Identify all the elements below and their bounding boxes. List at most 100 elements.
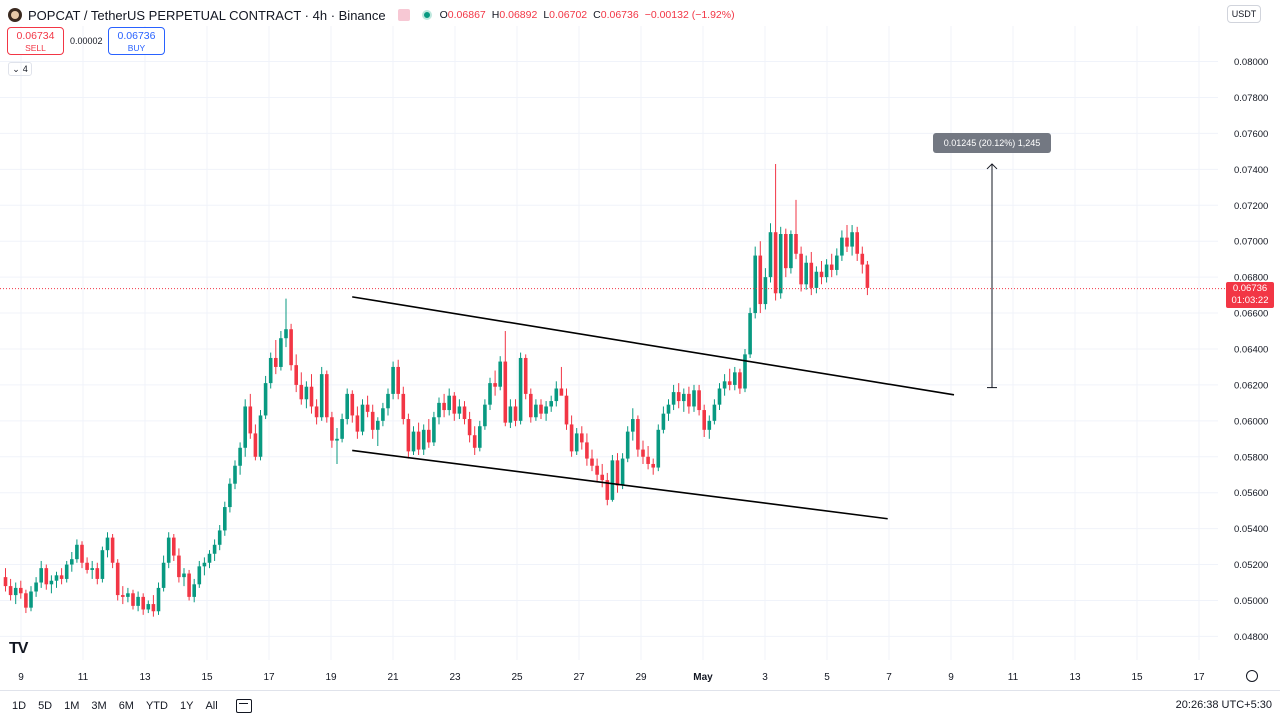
range-1m[interactable]: 1M xyxy=(64,699,80,712)
range-1y[interactable]: 1Y xyxy=(179,699,194,712)
ohlc-legend: O0.06867 H0.06892 L0.06702 C0.06736 −0.0… xyxy=(440,9,735,21)
buy-button[interactable]: 0.06736 BUY xyxy=(108,27,165,55)
candle-body xyxy=(110,537,115,563)
candle-body xyxy=(671,392,676,405)
candle-body xyxy=(712,404,717,421)
candle-body xyxy=(355,415,360,432)
low-label: L xyxy=(543,9,550,21)
candle-body xyxy=(90,568,94,570)
candle-body xyxy=(207,553,212,563)
candle-body xyxy=(804,262,808,285)
candle-body xyxy=(80,544,84,563)
price-axis-label: 0.05400 xyxy=(1234,524,1268,535)
candle-body xyxy=(427,429,431,443)
candle-body xyxy=(24,593,28,608)
candle-body xyxy=(676,392,681,402)
candle-body xyxy=(784,234,788,269)
range-6m[interactable]: 6M xyxy=(118,699,134,712)
price-axis-label: 0.06800 xyxy=(1234,273,1268,284)
sell-label: SELL xyxy=(25,43,46,53)
currency-selector[interactable]: USDT xyxy=(1227,5,1261,23)
range-5d[interactable]: 5D xyxy=(38,699,53,712)
candle-body xyxy=(483,404,487,427)
candle-body xyxy=(610,460,615,500)
lower-trendline xyxy=(352,449,888,520)
candle-body xyxy=(381,408,385,421)
tradingview-logo-icon[interactable]: TV xyxy=(9,640,28,657)
range-all[interactable]: All xyxy=(205,699,218,712)
candle-body xyxy=(702,410,706,430)
candle-body xyxy=(141,596,145,610)
buy-label: BUY xyxy=(127,43,146,53)
candle-body xyxy=(314,406,319,418)
flag-icon[interactable] xyxy=(397,9,410,21)
candle-body xyxy=(768,232,773,278)
time-axis-label: 23 xyxy=(449,672,461,683)
last-price-tag: 0.06736 01:03:22 xyxy=(1226,281,1274,308)
candle-body xyxy=(472,435,477,448)
candle-body xyxy=(748,313,752,355)
candle-body xyxy=(478,426,482,448)
price-axis-label: 0.05600 xyxy=(1234,488,1268,499)
candle-body xyxy=(294,365,298,385)
candle-body xyxy=(391,366,395,394)
popcat-logo-icon xyxy=(8,8,22,22)
range-ytd[interactable]: YTD xyxy=(145,699,168,712)
candle-body xyxy=(544,406,548,414)
candle-body xyxy=(238,447,242,466)
candle-body xyxy=(620,458,625,486)
candle-body xyxy=(447,395,451,411)
calendar-icon[interactable] xyxy=(235,698,252,713)
candle-body xyxy=(59,575,64,579)
candle-body xyxy=(289,329,293,366)
trade-panel: 0.06734 SELL 0.00002 0.06736 BUY xyxy=(7,27,165,55)
candle-body xyxy=(54,575,59,581)
candle-body xyxy=(763,277,768,305)
sell-button[interactable]: 0.06734 SELL xyxy=(7,27,64,55)
clock[interactable]: 20:26:38 UTC+5:30 xyxy=(1175,699,1272,711)
low-value: 0.06702 xyxy=(549,9,588,21)
candle-body xyxy=(661,413,666,430)
candle-body xyxy=(8,586,13,596)
candle-body xyxy=(274,357,278,367)
candle-body xyxy=(503,361,508,423)
time-axis-label: 3 xyxy=(762,672,768,683)
candle-body xyxy=(625,431,630,459)
candle-body xyxy=(136,596,140,606)
candle-body xyxy=(554,388,559,402)
settings-icon[interactable] xyxy=(1246,670,1258,682)
candle-body xyxy=(452,395,457,414)
time-axis-label: 13 xyxy=(139,672,151,683)
candle-body xyxy=(309,386,314,407)
candle-body xyxy=(105,537,110,551)
range-1d[interactable]: 1D xyxy=(12,699,27,712)
candle-body xyxy=(360,404,365,432)
time-axis-label: 27 xyxy=(573,672,585,683)
candle-body xyxy=(432,417,436,443)
range-3m[interactable]: 3M xyxy=(91,699,107,712)
candle-body xyxy=(819,271,824,278)
candle-body xyxy=(161,562,166,588)
candle-body xyxy=(243,406,247,448)
measure-label: 0.01245 (20.12%) 1,245 xyxy=(933,133,1051,153)
time-axis-label: 5 xyxy=(824,672,830,683)
candle-body xyxy=(829,264,834,270)
candle-body xyxy=(758,255,763,305)
candle-body xyxy=(651,463,655,468)
candle-body xyxy=(513,406,518,421)
candle-body xyxy=(350,393,355,416)
candle-body xyxy=(335,438,339,441)
indicators-toggle[interactable]: ⌄ 4 xyxy=(8,62,32,76)
candle-body xyxy=(697,390,701,411)
candle-body xyxy=(228,483,232,508)
candle-body xyxy=(29,591,33,608)
candle-body xyxy=(406,419,411,452)
candle-body xyxy=(636,419,640,450)
symbol-title[interactable]: POPCAT / TetherUS PERPETUAL CONTRACT · 4… xyxy=(28,7,386,23)
candle-body xyxy=(299,384,304,400)
candle-body xyxy=(590,458,594,466)
candle-body xyxy=(539,404,543,414)
candle-body xyxy=(3,577,8,587)
candle-body xyxy=(722,381,727,389)
